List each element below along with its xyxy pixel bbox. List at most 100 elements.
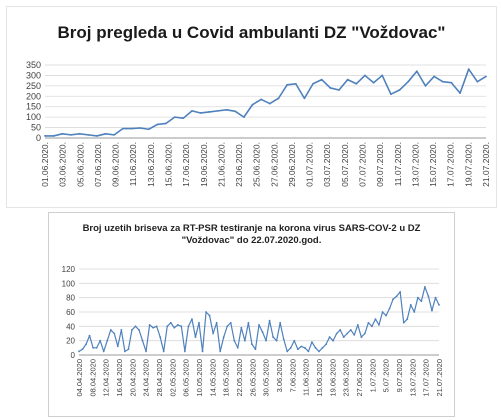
top-chart-data-point <box>234 110 237 113</box>
top-chart-xtick-label: 13.06.2020. <box>146 142 156 187</box>
bottom-chart-data-point <box>339 329 342 331</box>
top-chart-xtick-label: 05.06.2020. <box>75 142 85 187</box>
top-chart-data-point <box>147 128 150 131</box>
top-chart-ytick-label: 150 <box>26 102 41 112</box>
top-chart-xtick-label: 19.06.2020. <box>199 142 209 187</box>
top-chart-data-point <box>165 122 167 125</box>
top-chart-data-point <box>173 116 176 119</box>
top-chart-data-point <box>156 123 159 126</box>
top-chart-data-point <box>277 97 280 100</box>
bottom-chart-data-point <box>155 325 158 328</box>
bottom-chart-data-point <box>265 339 267 342</box>
bottom-chart-xtick-label: 21.07.2020 <box>435 359 444 397</box>
top-chart-data-point <box>191 109 193 112</box>
top-chart-data-point <box>485 75 487 78</box>
bottom-chart-data-point <box>236 346 239 349</box>
bottom-chart-xtick-label: 22.05.2020 <box>235 359 244 397</box>
top-chart-data-point <box>398 89 401 91</box>
top-chart-ytick-label: 0 <box>36 133 41 143</box>
bottom-chart-data-point <box>363 332 366 335</box>
bottom-chart-xtick-label: 30.05.2020 <box>262 359 271 397</box>
bottom-chart-data-point <box>325 343 327 346</box>
bottom-chart-data-point <box>385 314 387 317</box>
chart-panel-top: Broj pregleda u Covid ambulanti DZ "Vožd… <box>6 6 497 208</box>
top-chart-data-point <box>364 74 366 77</box>
bottom-chart-data-point <box>102 350 105 353</box>
chart-svg-bottom: 0 20 40 60 80 100 120 04.04.2020 08.04.2020 12.04… <box>62 265 444 397</box>
bottom-chart-data-point <box>282 338 285 341</box>
bottom-chart-data-point <box>88 334 91 337</box>
bottom-chart-xtick-label: 28.04.2020 <box>155 359 164 397</box>
bottom-chart-data-point <box>311 341 313 343</box>
top-chart-data-point <box>329 87 332 89</box>
bottom-chart-data-point <box>367 321 370 324</box>
top-chart-ytick-label: 100 <box>26 112 41 122</box>
bottom-chart-data-point <box>191 318 193 321</box>
bottom-chart-data-point <box>208 314 211 317</box>
bottom-chart-data-point <box>307 350 310 353</box>
top-chart-xtick-label: 19.07.2020. <box>463 142 473 187</box>
bottom-chart-data-point <box>392 298 395 300</box>
bottom-chart-data-point <box>180 325 183 328</box>
bottom-chart-data-point <box>138 329 140 331</box>
top-chart-data-point <box>225 108 228 111</box>
top-chart-data-point <box>44 135 46 137</box>
top-chart-data-point <box>389 93 392 96</box>
top-chart-xtick-label: 09.07.2020. <box>375 142 385 187</box>
top-chart-xtick-label: 21.07.2020. <box>481 142 491 187</box>
top-chart-data-point <box>260 98 263 101</box>
bottom-chart-xtick-label: 06.05.2020 <box>182 359 191 397</box>
top-chart-data-point <box>381 74 384 77</box>
top-chart-data-point <box>217 109 219 112</box>
top-chart-data-point <box>87 133 90 136</box>
bottom-chart-xtick-label: 20.04.2020 <box>128 359 137 397</box>
bottom-chart-data-point <box>222 336 225 338</box>
top-chart-xtick-label: 21.06.2020. <box>216 142 226 187</box>
bottom-chart-data-point <box>381 311 384 313</box>
top-chart-xtick-label: 15.07.2020. <box>428 142 438 187</box>
bottom-chart-data-point <box>388 307 391 310</box>
bottom-chart-xtick-label: 08.04.2020 <box>88 359 97 397</box>
top-chart-data-point <box>104 132 107 135</box>
bottom-chart-xtick-label: 18.05.2020 <box>222 359 231 397</box>
bottom-chart-data-point <box>399 291 402 293</box>
top-chart-data-point <box>407 80 410 83</box>
top-chart-data-point <box>208 111 211 113</box>
top-chart-xtick-label: 05.07.2020. <box>340 142 350 187</box>
bottom-chart-ytick-label: 60 <box>66 308 75 317</box>
top-chart-xtick-label: 07.07.2020. <box>358 142 368 187</box>
bottom-chart-data-point <box>328 336 331 338</box>
bottom-chart-ytick-label: 80 <box>66 294 75 303</box>
bottom-chart-data-point <box>169 321 172 324</box>
bottom-chart-data-point <box>413 311 416 313</box>
top-chart-ytick-label: 300 <box>26 70 41 80</box>
top-chart-xtick-label: 01.06.2020. <box>40 142 50 187</box>
bottom-chart-xtick-label: 24.04.2020 <box>142 359 151 397</box>
bottom-chart-data-point <box>85 343 87 346</box>
chart-title-bottom-line2: "Voždovac" do 22.07.2020.god. <box>181 235 322 246</box>
top-chart-ytick-label: 200 <box>26 91 41 101</box>
top-chart-xtick-label: 29.06.2020. <box>287 142 297 187</box>
bottom-chart-data-point <box>406 318 409 321</box>
bottom-chart-data-point <box>106 339 109 342</box>
top-chart-xtick-label: 27.06.2020. <box>269 142 279 187</box>
chart-panel-bottom: Broj uzetih briseva za RT-PSR testiranje… <box>48 212 455 417</box>
bottom-chart-data-point <box>371 325 373 328</box>
top-chart-xtick-label: 03.06.2020. <box>58 142 68 187</box>
top-chart-xtick-label: 13.07.2020. <box>410 142 420 187</box>
bottom-chart-data-point <box>342 336 345 338</box>
bottom-chart-data-point <box>268 319 271 322</box>
bottom-chart-xtick-label: 10.05.2020 <box>195 359 204 397</box>
bottom-chart-data-point <box>78 350 80 353</box>
bottom-chart-data-point <box>420 300 423 303</box>
bottom-chart-data-point <box>314 346 317 349</box>
top-chart-data-point <box>199 112 202 114</box>
bottom-chart-data-point <box>109 329 112 331</box>
top-chart-data-point <box>303 97 306 100</box>
bottom-chart-data-point <box>226 325 229 328</box>
bottom-chart-ytick-label: 0 <box>71 351 76 360</box>
bottom-chart-data-point <box>402 321 405 324</box>
bottom-chart-xtick-label: 13.07.2020 <box>408 359 417 397</box>
bottom-chart-data-point <box>258 324 260 326</box>
